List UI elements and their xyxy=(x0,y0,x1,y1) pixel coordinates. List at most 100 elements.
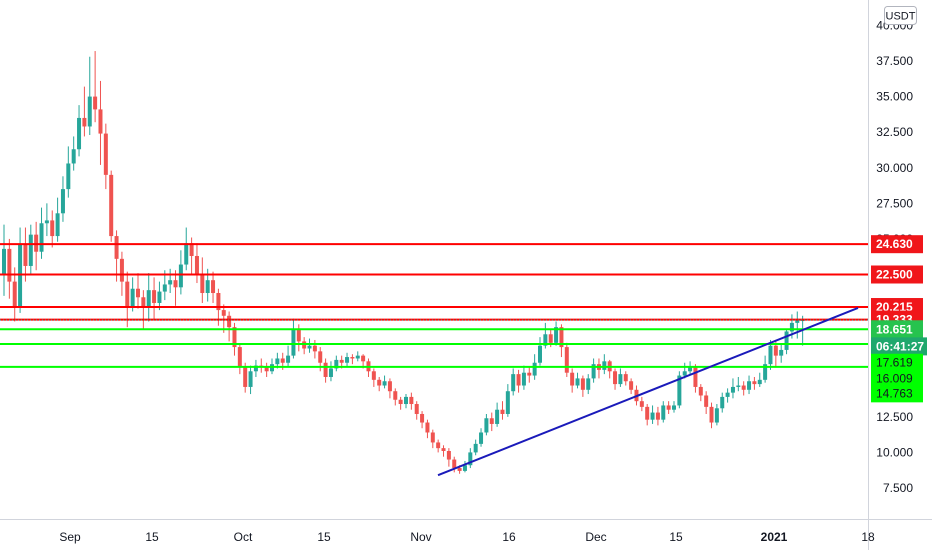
candle-body xyxy=(114,236,119,259)
candle-body xyxy=(12,281,17,308)
candle xyxy=(511,368,516,396)
candle xyxy=(355,351,360,362)
candle xyxy=(720,392,725,413)
currency-badge-box xyxy=(884,6,917,25)
candle xyxy=(307,338,312,353)
candle xyxy=(253,359,258,377)
candle xyxy=(639,396,644,412)
candle xyxy=(655,406,660,426)
candle-body xyxy=(141,297,146,308)
candle-body xyxy=(495,409,500,424)
candle xyxy=(538,337,542,366)
candle xyxy=(623,371,628,386)
candle-body xyxy=(736,385,741,387)
candle xyxy=(441,445,446,457)
candle xyxy=(44,203,49,237)
candle-body xyxy=(420,413,425,423)
price-tick-labels: 40.00037.50035.00032.50030.00027.50025.0… xyxy=(876,18,913,495)
candle-body xyxy=(248,371,253,387)
candle xyxy=(698,384,703,402)
price-tag-box xyxy=(871,265,923,284)
candle xyxy=(688,361,693,376)
candle-body xyxy=(205,280,210,294)
price-tag-box xyxy=(871,337,927,356)
time-tick-label: 2021 xyxy=(761,530,788,544)
candle-body xyxy=(489,418,494,424)
candle-body xyxy=(371,371,376,380)
candle-body xyxy=(500,409,505,414)
candle-body xyxy=(682,371,687,376)
time-tick-label: 16 xyxy=(502,530,516,544)
candle-body xyxy=(130,288,135,308)
candle xyxy=(184,227,189,271)
price-tick-label: 7.500 xyxy=(883,481,913,495)
candle xyxy=(248,365,253,395)
candle-body xyxy=(468,452,473,466)
candle xyxy=(661,401,666,423)
candle-body xyxy=(666,405,671,410)
candle-body xyxy=(505,391,510,414)
candle xyxy=(125,271,130,328)
price-tick-label: 32.500 xyxy=(876,125,913,139)
candle-body xyxy=(586,378,591,390)
candle-body xyxy=(55,213,60,237)
candle-body xyxy=(462,465,467,471)
candle-body xyxy=(446,450,451,460)
levels-layer xyxy=(0,243,868,368)
candle-body xyxy=(211,280,216,294)
candle xyxy=(2,224,6,296)
candle xyxy=(12,267,17,322)
price-tick-label: 10.000 xyxy=(876,445,913,459)
trendline-layer xyxy=(437,307,859,477)
currency-label: USDT xyxy=(886,11,916,23)
candle-body xyxy=(479,432,484,444)
price-tag-label: 14.763 xyxy=(876,386,913,400)
candle xyxy=(495,402,500,427)
price-tag-box xyxy=(871,384,923,403)
candle xyxy=(682,362,687,379)
candle xyxy=(114,230,119,282)
currency-badge[interactable]: USDT xyxy=(884,6,917,25)
candle xyxy=(178,250,183,295)
candle xyxy=(393,388,398,406)
candle-body xyxy=(280,358,285,363)
candle-body xyxy=(757,379,762,385)
candle xyxy=(387,378,392,399)
candle-body xyxy=(720,396,725,409)
candle-body xyxy=(409,396,414,405)
candle xyxy=(152,277,157,321)
candle-body xyxy=(661,405,666,420)
candle xyxy=(564,342,569,377)
candle xyxy=(505,384,510,417)
candle xyxy=(34,221,39,271)
candle xyxy=(462,460,467,473)
candle-body xyxy=(162,284,167,292)
candle-body xyxy=(221,310,226,316)
candle xyxy=(409,392,414,410)
candle xyxy=(779,344,784,363)
candle-body xyxy=(44,220,49,224)
candle xyxy=(60,176,65,222)
candle-body xyxy=(157,291,162,303)
candle-body xyxy=(98,109,103,134)
candle-body xyxy=(173,280,178,288)
candle-body xyxy=(87,96,92,127)
candle-body xyxy=(575,378,580,386)
time-tick-label: Sep xyxy=(59,530,81,544)
candle xyxy=(489,412,494,432)
candle-body xyxy=(693,367,698,387)
candle xyxy=(554,321,559,346)
candle xyxy=(382,375,387,389)
candle xyxy=(741,381,746,396)
price-tick-label: 12.500 xyxy=(876,410,913,424)
candle-body xyxy=(82,117,87,127)
candle-body xyxy=(570,372,575,386)
candle-body xyxy=(677,375,682,406)
candle-body xyxy=(709,406,714,423)
candle xyxy=(773,341,778,368)
price-tag-box xyxy=(871,353,923,372)
candle xyxy=(328,361,333,382)
